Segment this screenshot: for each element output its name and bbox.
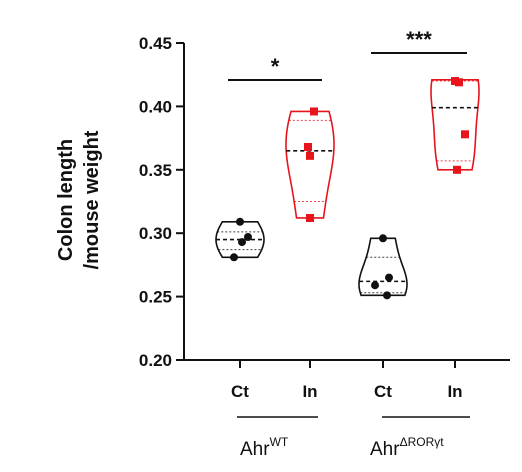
data-point <box>383 291 391 300</box>
violins <box>215 78 480 297</box>
y-axis-label: Colon length/mouse weight <box>55 130 103 269</box>
x-category-label: Ct <box>231 382 249 401</box>
data-point <box>238 238 246 247</box>
violin-outline <box>285 110 335 219</box>
x-category-label: In <box>302 382 317 401</box>
data-point <box>304 142 312 151</box>
data-points <box>230 77 469 300</box>
y-tick-label: 0.45 <box>139 34 172 53</box>
data-point <box>306 213 314 222</box>
y-tick-label: 0.40 <box>139 97 172 116</box>
data-point <box>379 234 387 243</box>
significance-label: *** <box>406 27 432 52</box>
data-point <box>306 151 314 160</box>
group-label-ko: AhrΔRORγt <box>370 435 444 460</box>
y-tick-label: 0.30 <box>139 224 172 243</box>
data-point <box>244 233 252 242</box>
y-tick-label: 0.25 <box>139 288 172 307</box>
violin-outline <box>215 220 265 259</box>
axes: 0.20 0.25 0.30 0.35 0.40 0.45 <box>139 34 510 370</box>
y-tick-label: 0.20 <box>139 351 172 370</box>
violin-outline <box>430 78 480 171</box>
x-category-label: Ct <box>374 382 392 401</box>
data-point <box>310 107 318 116</box>
data-point <box>371 281 379 290</box>
axis-labels: Ct In Ct In AhrWT AhrΔRORγt Colon length/mouse… <box>55 130 470 460</box>
data-point <box>453 165 461 174</box>
data-point <box>461 130 469 139</box>
data-point <box>236 217 244 226</box>
significance-label: * <box>271 54 280 79</box>
y-tick-label: 0.35 <box>139 161 172 180</box>
group-label-wt: AhrWT <box>240 435 289 460</box>
data-point <box>451 77 459 86</box>
violin-outline <box>358 237 408 297</box>
x-category-label: In <box>447 382 462 401</box>
data-point <box>385 273 393 282</box>
data-point <box>230 253 238 262</box>
significance-bars: **** <box>228 27 467 81</box>
